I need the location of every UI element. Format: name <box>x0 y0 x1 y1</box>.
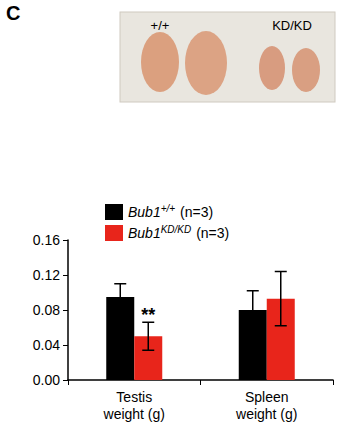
svg-text:+/+: +/+ <box>151 18 170 33</box>
svg-text:0.16: 0.16 <box>33 232 60 248</box>
svg-text:C: C <box>6 2 20 24</box>
svg-text:Spleen: Spleen <box>245 389 289 405</box>
svg-text:0.00: 0.00 <box>33 372 60 388</box>
svg-text:Bub1: Bub1 <box>128 225 161 241</box>
svg-text:Testis: Testis <box>116 389 152 405</box>
svg-text:(n=3): (n=3) <box>192 225 229 241</box>
svg-text:(n=3): (n=3) <box>176 204 213 220</box>
svg-text:0.12: 0.12 <box>33 267 60 283</box>
svg-text:0.08: 0.08 <box>33 302 60 318</box>
svg-text:+/+: +/+ <box>161 203 176 214</box>
svg-text:Bub1: Bub1 <box>128 204 161 220</box>
svg-text:0.04: 0.04 <box>33 337 60 353</box>
svg-text:weight (g): weight (g) <box>235 406 297 422</box>
svg-text:KD/KD: KD/KD <box>161 224 192 235</box>
svg-text:weight (g): weight (g) <box>103 406 165 422</box>
svg-text:KD/KD: KD/KD <box>272 18 312 33</box>
svg-text:**: ** <box>141 305 155 325</box>
